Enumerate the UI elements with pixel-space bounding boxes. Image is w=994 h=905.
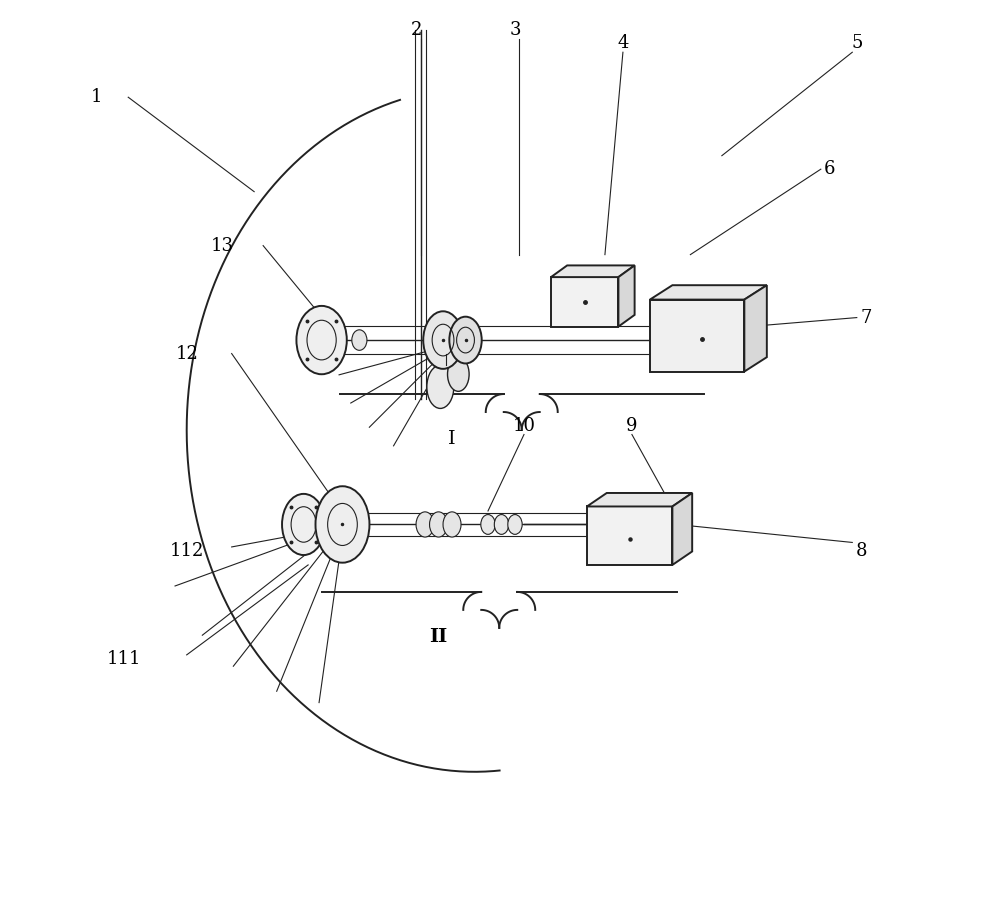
Text: 9: 9 (626, 416, 638, 434)
Ellipse shape (416, 512, 434, 537)
Ellipse shape (429, 512, 447, 537)
Text: 7: 7 (860, 309, 872, 327)
Ellipse shape (447, 357, 469, 391)
Ellipse shape (481, 515, 495, 534)
Text: II: II (429, 628, 447, 646)
Ellipse shape (426, 366, 454, 408)
Text: 10: 10 (513, 416, 536, 434)
Polygon shape (551, 277, 618, 327)
Text: 3: 3 (509, 21, 521, 39)
Text: 1: 1 (91, 88, 102, 106)
Text: 5: 5 (851, 34, 863, 52)
Text: 111: 111 (106, 651, 141, 669)
Text: 4: 4 (617, 34, 628, 52)
Ellipse shape (443, 512, 461, 537)
Text: 13: 13 (211, 236, 235, 254)
Polygon shape (650, 285, 766, 300)
Ellipse shape (508, 515, 522, 534)
Ellipse shape (315, 486, 370, 563)
Polygon shape (672, 493, 692, 565)
Polygon shape (745, 285, 766, 372)
Polygon shape (618, 265, 634, 327)
Ellipse shape (282, 494, 325, 555)
Ellipse shape (296, 306, 347, 375)
Text: 2: 2 (411, 21, 421, 39)
Ellipse shape (352, 329, 367, 350)
Ellipse shape (494, 515, 509, 534)
Text: 8: 8 (856, 542, 867, 560)
Polygon shape (551, 265, 634, 277)
Ellipse shape (449, 317, 482, 364)
Text: I: I (448, 430, 456, 448)
Text: 12: 12 (175, 345, 198, 363)
Polygon shape (586, 493, 692, 507)
Ellipse shape (423, 311, 463, 369)
Polygon shape (586, 507, 672, 565)
Text: 6: 6 (824, 160, 836, 178)
Polygon shape (650, 300, 745, 372)
Text: 112: 112 (170, 542, 204, 560)
